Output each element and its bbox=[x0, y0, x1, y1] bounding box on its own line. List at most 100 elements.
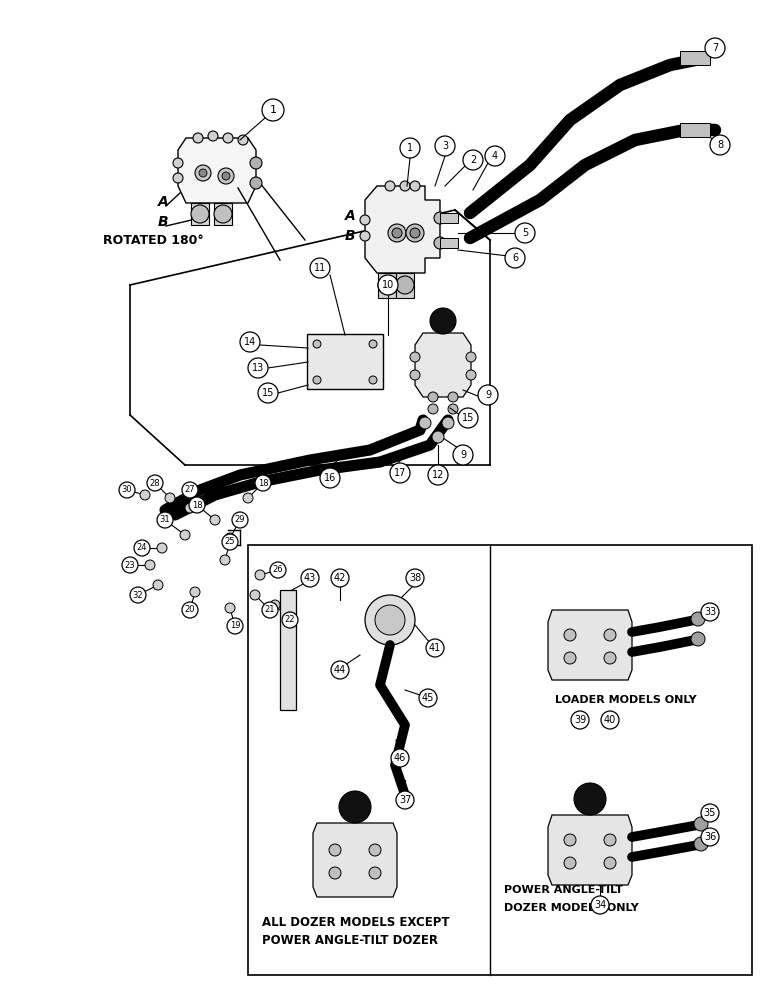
Circle shape bbox=[157, 512, 173, 528]
Circle shape bbox=[329, 844, 341, 856]
Circle shape bbox=[220, 555, 230, 565]
Text: 15: 15 bbox=[462, 413, 474, 423]
Circle shape bbox=[691, 612, 705, 626]
Circle shape bbox=[710, 135, 730, 155]
Circle shape bbox=[145, 560, 155, 570]
Circle shape bbox=[378, 276, 396, 294]
Circle shape bbox=[313, 340, 321, 348]
Circle shape bbox=[147, 475, 163, 491]
Circle shape bbox=[262, 602, 278, 618]
Polygon shape bbox=[313, 823, 397, 897]
Circle shape bbox=[313, 376, 321, 384]
Text: 18: 18 bbox=[258, 479, 269, 488]
Circle shape bbox=[225, 603, 235, 613]
Circle shape bbox=[694, 837, 708, 851]
Text: 41: 41 bbox=[429, 643, 441, 653]
Text: POWER ANGLE-TILT DOZER: POWER ANGLE-TILT DOZER bbox=[262, 934, 438, 946]
Circle shape bbox=[232, 512, 248, 528]
Circle shape bbox=[442, 417, 454, 429]
Text: 1: 1 bbox=[407, 143, 413, 153]
Text: 13: 13 bbox=[252, 363, 264, 373]
Text: 8: 8 bbox=[717, 140, 723, 150]
Circle shape bbox=[430, 308, 456, 334]
Text: 21: 21 bbox=[265, 605, 276, 614]
Bar bbox=[440, 238, 458, 248]
Circle shape bbox=[369, 867, 381, 879]
Circle shape bbox=[410, 370, 420, 380]
Circle shape bbox=[604, 834, 616, 846]
Circle shape bbox=[448, 404, 458, 414]
Circle shape bbox=[339, 791, 371, 823]
Circle shape bbox=[282, 612, 298, 628]
Bar bbox=[680, 51, 710, 65]
Circle shape bbox=[434, 212, 446, 224]
Circle shape bbox=[406, 224, 424, 242]
Text: 46: 46 bbox=[394, 753, 406, 763]
Text: 35: 35 bbox=[704, 808, 716, 818]
Text: 27: 27 bbox=[185, 486, 195, 494]
Circle shape bbox=[189, 497, 205, 513]
Text: 22: 22 bbox=[285, 615, 295, 624]
Circle shape bbox=[604, 629, 616, 641]
Circle shape bbox=[243, 493, 253, 503]
Circle shape bbox=[331, 661, 349, 679]
Circle shape bbox=[396, 791, 414, 809]
Circle shape bbox=[223, 133, 233, 143]
Circle shape bbox=[255, 570, 265, 580]
Circle shape bbox=[378, 275, 398, 295]
Text: 44: 44 bbox=[334, 665, 346, 675]
Text: 39: 39 bbox=[574, 715, 586, 725]
Bar bbox=[378, 273, 396, 298]
Text: 33: 33 bbox=[704, 607, 716, 617]
Circle shape bbox=[701, 828, 719, 846]
Text: 4: 4 bbox=[492, 151, 498, 161]
Text: 37: 37 bbox=[399, 795, 411, 805]
Text: 9: 9 bbox=[460, 450, 466, 460]
Text: LOADER MODELS ONLY: LOADER MODELS ONLY bbox=[555, 695, 696, 705]
Circle shape bbox=[360, 215, 370, 225]
Circle shape bbox=[419, 689, 437, 707]
Text: POWER ANGLE-TILT: POWER ANGLE-TILT bbox=[504, 885, 623, 895]
Circle shape bbox=[173, 158, 183, 168]
Circle shape bbox=[250, 157, 262, 169]
Circle shape bbox=[190, 587, 200, 597]
Circle shape bbox=[400, 138, 420, 158]
Text: 3: 3 bbox=[442, 141, 448, 151]
Text: A: A bbox=[345, 209, 356, 223]
Bar bbox=[214, 203, 232, 225]
Circle shape bbox=[122, 557, 138, 573]
Circle shape bbox=[604, 857, 616, 869]
Text: 16: 16 bbox=[324, 473, 336, 483]
Bar bbox=[440, 213, 458, 223]
Text: A: A bbox=[158, 195, 169, 209]
Circle shape bbox=[182, 482, 198, 498]
Circle shape bbox=[428, 465, 448, 485]
Text: 40: 40 bbox=[604, 715, 616, 725]
Text: 1: 1 bbox=[269, 105, 276, 115]
Circle shape bbox=[180, 530, 190, 540]
Circle shape bbox=[222, 172, 230, 180]
Circle shape bbox=[448, 392, 458, 402]
Circle shape bbox=[250, 177, 262, 189]
Circle shape bbox=[458, 408, 478, 428]
Text: 6: 6 bbox=[512, 253, 518, 263]
Text: 34: 34 bbox=[594, 900, 606, 910]
Bar bbox=[191, 203, 209, 225]
Circle shape bbox=[478, 385, 498, 405]
Text: 30: 30 bbox=[122, 486, 132, 494]
Circle shape bbox=[591, 896, 609, 914]
Circle shape bbox=[434, 237, 446, 249]
Text: 9: 9 bbox=[485, 390, 491, 400]
Circle shape bbox=[227, 618, 243, 634]
Circle shape bbox=[410, 352, 420, 362]
Text: 38: 38 bbox=[409, 573, 421, 583]
Circle shape bbox=[515, 223, 535, 243]
Circle shape bbox=[369, 376, 377, 384]
Circle shape bbox=[385, 181, 395, 191]
Circle shape bbox=[701, 603, 719, 621]
Circle shape bbox=[210, 515, 220, 525]
Circle shape bbox=[694, 817, 708, 831]
Circle shape bbox=[218, 168, 234, 184]
Circle shape bbox=[463, 150, 483, 170]
Text: 29: 29 bbox=[235, 516, 245, 524]
